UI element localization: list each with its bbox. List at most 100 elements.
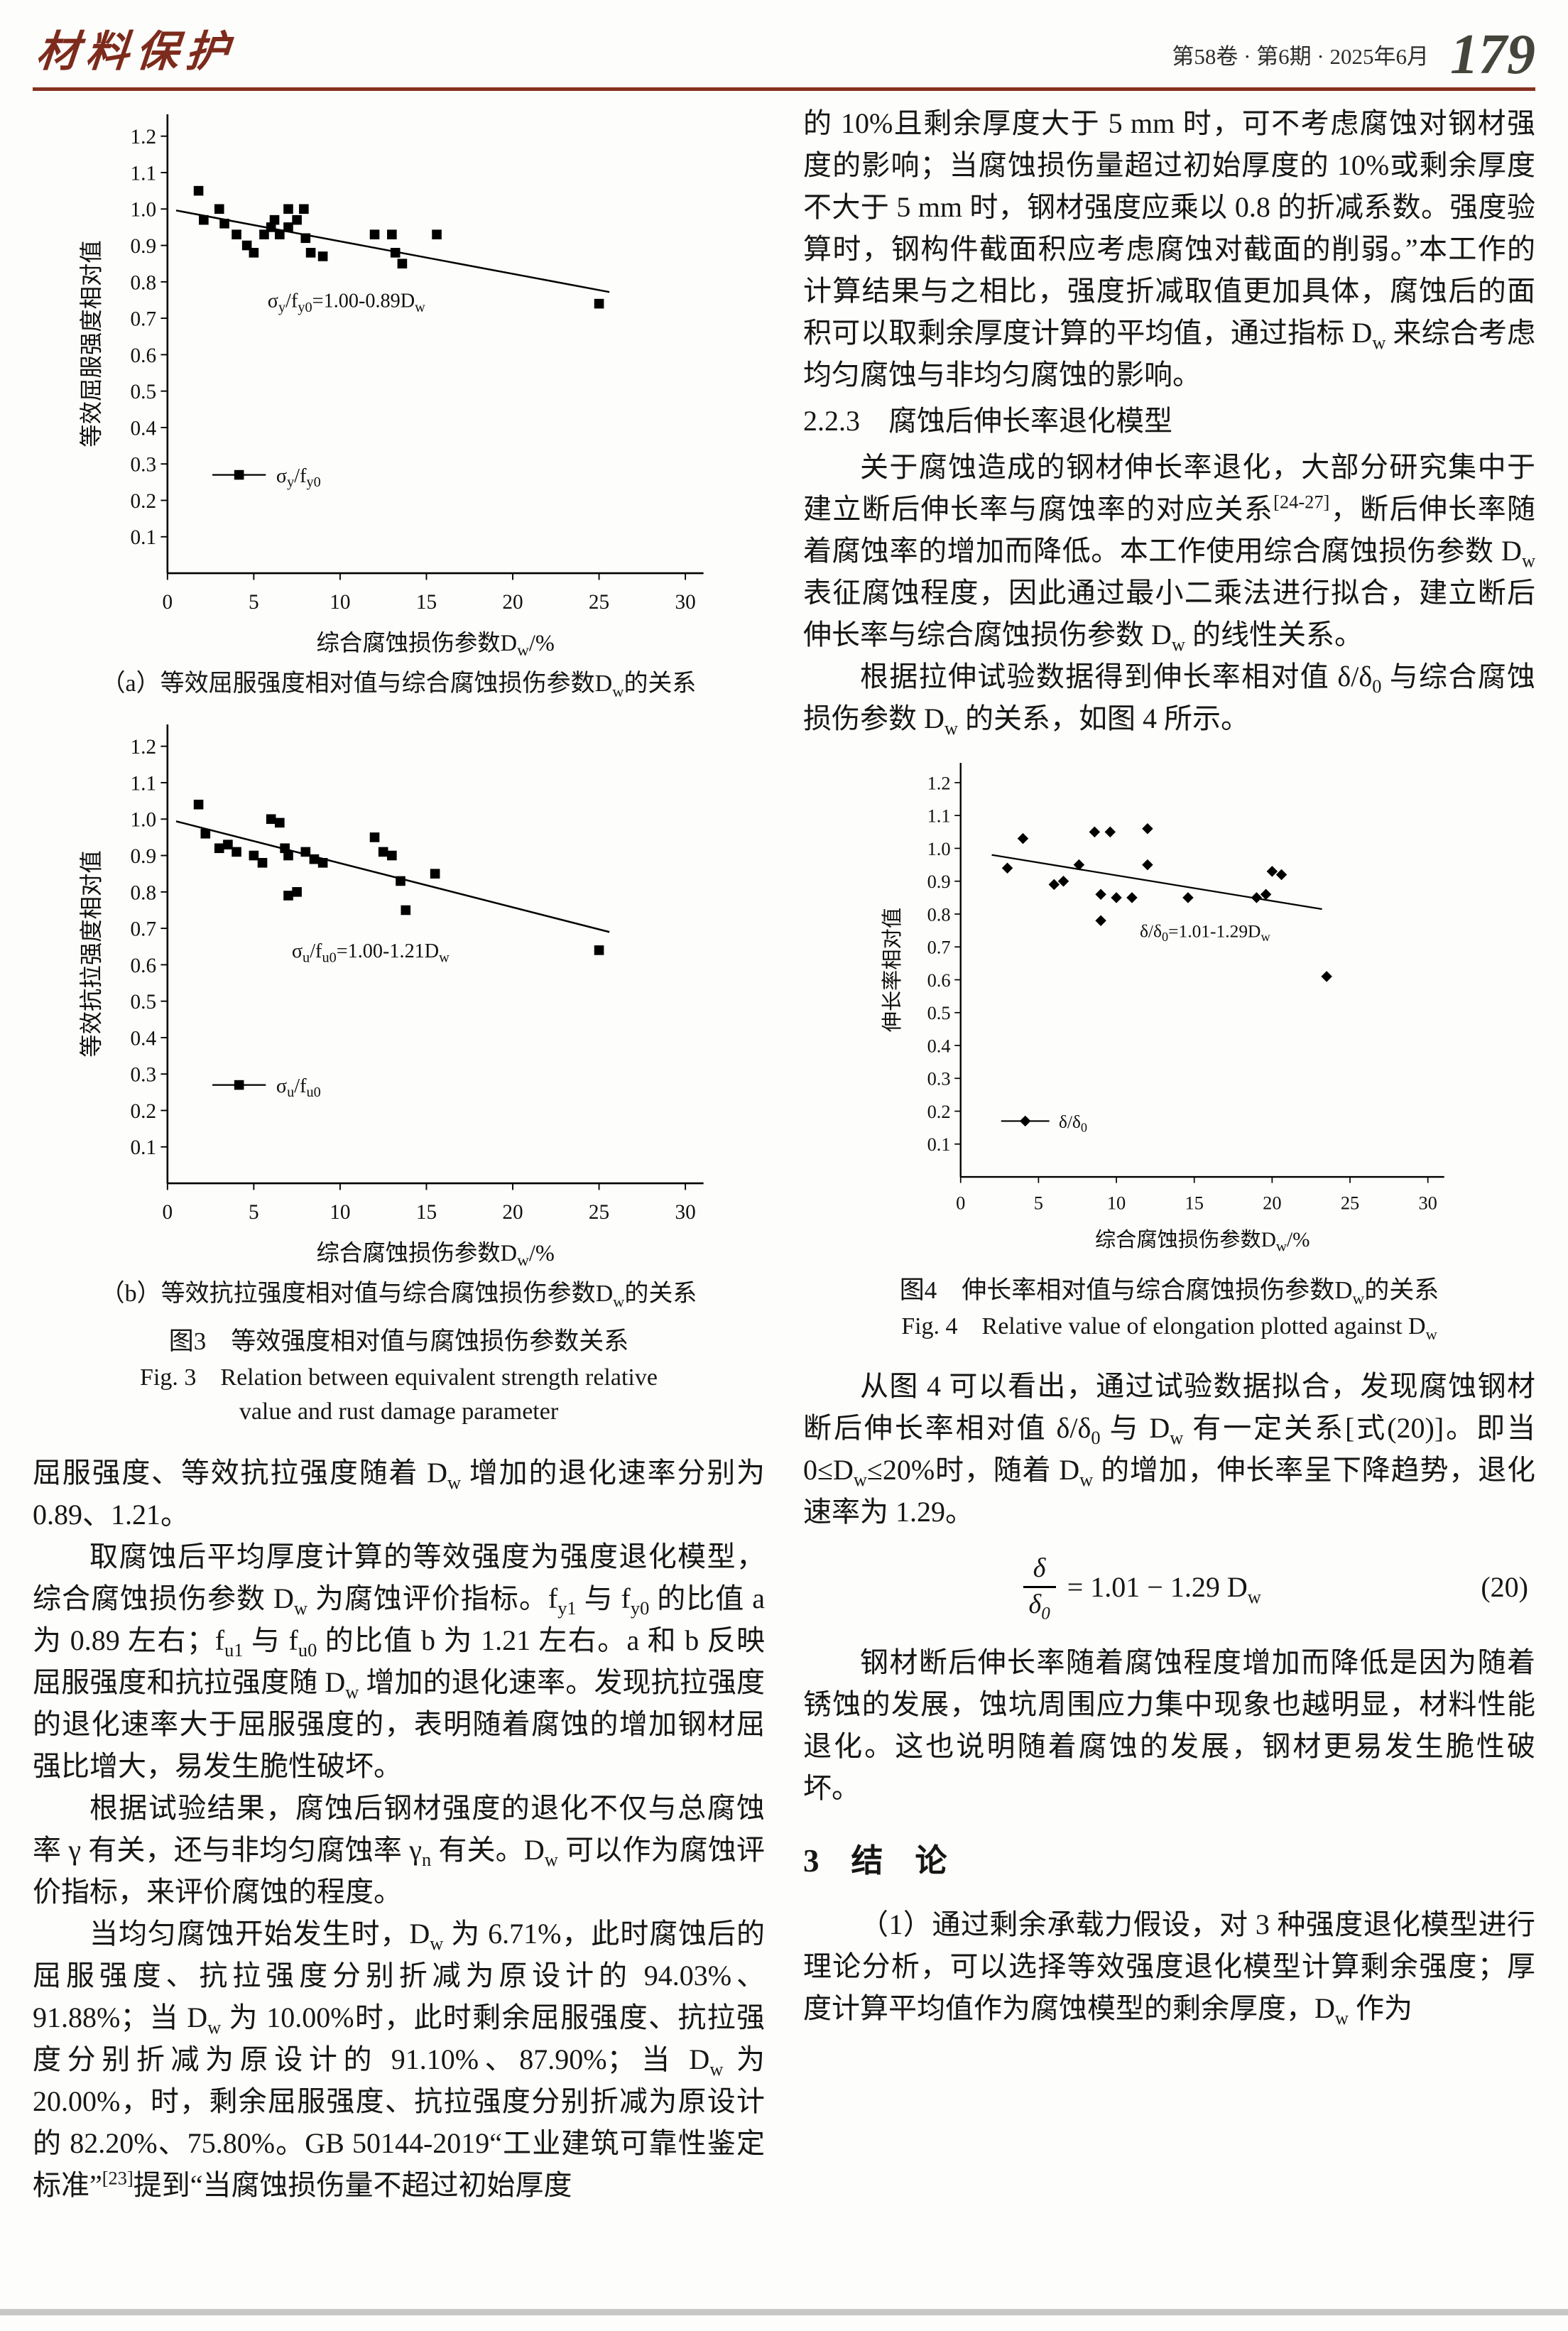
svg-text:1.1: 1.1 — [927, 805, 950, 827]
header-meta: 第58卷 · 第6期 · 2025年6月 179 — [1172, 23, 1535, 86]
svg-text:综合腐蚀损伤参数Dw/%: 综合腐蚀损伤参数Dw/% — [1094, 1228, 1310, 1254]
fraction-numerator: δ — [1033, 1553, 1046, 1583]
svg-text:10: 10 — [330, 1201, 350, 1224]
svg-text:综合腐蚀损伤参数Dw/%: 综合腐蚀损伤参数Dw/% — [316, 1240, 554, 1270]
svg-text:σy/fy0: σy/fy0 — [276, 465, 320, 490]
svg-text:0.6: 0.6 — [927, 969, 950, 991]
svg-text:0.4: 0.4 — [130, 417, 156, 440]
svg-text:0.5: 0.5 — [927, 1002, 950, 1023]
fraction: δ δ0 — [1023, 1553, 1056, 1624]
paragraph: （1）通过剩余承载力假设，对 3 种强度退化模型进行理论分析，可以选择等效强度退… — [803, 1908, 1535, 2028]
figure-3a-caption: （a）等效屈服强度相对值与综合腐蚀损伤参数Dw的关系 — [101, 670, 697, 700]
left-column-text: 屈服强度、等效抗拉强度随着 Dw 增加的退化速率分别为 0.89、1.21。 取… — [33, 1452, 765, 2206]
svg-text:σu/fu0=1.00-1.21Dw: σu/fu0=1.00-1.21Dw — [291, 940, 449, 965]
equation-20-body: δ δ0 = 1.01 − 1.29 Dw — [803, 1553, 1481, 1624]
svg-text:5: 5 — [1033, 1192, 1042, 1213]
svg-text:δ/δ0=1.01-1.29Dw: δ/δ0=1.01-1.29Dw — [1139, 920, 1270, 944]
svg-text:综合腐蚀损伤参数Dw/%: 综合腐蚀损伤参数Dw/% — [316, 630, 554, 660]
svg-text:1.1: 1.1 — [130, 162, 156, 185]
article-content: 0.1 0.2 0.3 0.4 0.5 0.6 0.7 0.8 0.9 1.0 1.1 1.2 0 5 10… — [33, 102, 1535, 2206]
svg-text:1.0: 1.0 — [130, 809, 156, 832]
paragraph: 当均匀腐蚀开始发生时，Dw 为 6.71%，此时腐蚀后的屈服强度、抗拉强度分别折… — [33, 1918, 766, 2201]
svg-text:25: 25 — [1340, 1192, 1359, 1213]
issue-info: 第58卷 · 第6期 · 2025年6月 — [1172, 44, 1429, 69]
svg-text:0.3: 0.3 — [130, 454, 156, 477]
svg-text:0.7: 0.7 — [130, 308, 156, 331]
footer-rule — [0, 2309, 1568, 2315]
svg-text:0.5: 0.5 — [130, 991, 156, 1014]
paragraph: 根据试验结果，腐蚀后钢材强度的退化不仅与总腐蚀率 γ 有关，还与非均匀腐蚀率 γ… — [33, 1792, 766, 1908]
paragraph: 屈服强度、等效抗拉强度随着 Dw 增加的退化速率分别为 0.89、1.21。 — [33, 1457, 765, 1531]
figure-4: 0.1 0.2 0.3 0.4 0.5 0.6 0.7 0.8 0.9 1.0 1.1 1.2 0 5 10… — [803, 752, 1535, 1344]
page-header: 材料保护 第58卷 · 第6期 · 2025年6月 179 — [33, 17, 1535, 86]
svg-text:0.4: 0.4 — [927, 1035, 950, 1056]
figure-3-caption-en-line2: value and rust damage parameter — [239, 1398, 559, 1425]
right-column: 的 10%且剩余厚度大于 5 mm 时，可不考虑腐蚀对钢材强度的影响；当腐蚀损伤… — [803, 102, 1535, 2206]
svg-text:0.2: 0.2 — [130, 490, 156, 513]
svg-text:1.0: 1.0 — [927, 838, 950, 859]
svg-text:1.2: 1.2 — [927, 772, 950, 793]
svg-text:0: 0 — [162, 1201, 173, 1224]
paragraph: 关于腐蚀造成的钢材伸长率退化，大部分研究集中于建立断后伸长率与腐蚀率的对应关系[… — [803, 451, 1536, 655]
svg-text:等效屈服强度相对值: 等效屈服强度相对值 — [78, 240, 104, 447]
svg-text:0.7: 0.7 — [130, 918, 156, 941]
svg-text:0.8: 0.8 — [130, 271, 156, 294]
figure-4-caption-cn: 图4 伸长率相对值与综合腐蚀损伤参数Dw的关系 — [899, 1276, 1439, 1308]
svg-text:5: 5 — [249, 591, 259, 614]
svg-text:0.4: 0.4 — [130, 1027, 156, 1050]
header-rule — [33, 87, 1535, 91]
svg-text:10: 10 — [1106, 1192, 1125, 1213]
svg-text:0.9: 0.9 — [130, 845, 156, 868]
paragraph: 从图 4 可以看出，通过试验数据拟合，发现腐蚀钢材断后伸长率相对值 δ/δ0 与… — [803, 1370, 1536, 1528]
svg-text:0.7: 0.7 — [927, 937, 950, 958]
figure-3b-caption: （b）等效抗拉强度相对值与综合腐蚀损伤参数Dw的关系 — [100, 1281, 697, 1310]
svg-text:0.3: 0.3 — [927, 1068, 950, 1090]
svg-text:1.2: 1.2 — [130, 126, 156, 148]
svg-text:伸长率相对值: 伸长率相对值 — [880, 908, 903, 1032]
left-column: 0.1 0.2 0.3 0.4 0.5 0.6 0.7 0.8 0.9 1.0 1.1 1.2 0 5 10… — [33, 102, 765, 2206]
section-heading-3: 3 结 论 — [803, 1842, 947, 1879]
svg-text:0.5: 0.5 — [130, 381, 156, 403]
figure-4-caption-en: Fig. 4 Relative value of elongation plot… — [901, 1313, 1437, 1343]
svg-text:25: 25 — [588, 591, 609, 614]
figure-4-chart: 0.1 0.2 0.3 0.4 0.5 0.6 0.7 0.8 0.9 1.0 1.1 1.2 0 5 10… — [880, 763, 1444, 1255]
svg-text:δ/δ0: δ/δ0 — [1058, 1112, 1087, 1135]
equation-number: (20) — [1481, 1570, 1528, 1603]
svg-text:20: 20 — [502, 591, 523, 614]
svg-text:0.9: 0.9 — [130, 235, 156, 258]
svg-text:σy/fy0=1.00-0.89Dw: σy/fy0=1.00-0.89Dw — [267, 290, 425, 315]
svg-text:0.1: 0.1 — [927, 1134, 950, 1155]
figure-3a-chart: 0.1 0.2 0.3 0.4 0.5 0.6 0.7 0.8 0.9 1.0 1.1 1.2 0 5 10… — [78, 114, 704, 660]
figure-3b: 0.1 0.2 0.3 0.4 0.5 0.6 0.7 0.8 0.9 1.0 1.1 1.2 0 5 10… — [33, 712, 765, 1311]
svg-text:0.1: 0.1 — [130, 1136, 156, 1159]
svg-text:0.9: 0.9 — [927, 871, 950, 892]
svg-text:0.3: 0.3 — [130, 1064, 156, 1087]
equation-rhs: = 1.01 − 1.29 Dw — [1067, 1570, 1261, 1607]
figure-3b-chart: 0.1 0.2 0.3 0.4 0.5 0.6 0.7 0.8 0.9 1.0 1.1 1.2 0 5 10… — [78, 724, 704, 1270]
fraction-denominator: δ0 — [1028, 1589, 1050, 1624]
journal-logo: 材料保护 — [34, 28, 238, 75]
svg-text:0.6: 0.6 — [130, 344, 156, 367]
paragraph: 钢材断后伸长率随着腐蚀程度增加而降低是因为随着锈蚀的发展，蚀坑周围应力集中现象也… — [803, 1646, 1535, 1804]
paragraph: 根据拉伸试验数据得到伸长率相对值 δ/δ0 与综合腐蚀损伤参数 Dw 的关系，如… — [803, 661, 1536, 739]
figure-3-caption-en-line1: Fig. 3 Relation between equivalent stren… — [140, 1364, 658, 1391]
svg-text:10: 10 — [330, 591, 350, 614]
svg-text:0.8: 0.8 — [130, 881, 156, 904]
svg-text:15: 15 — [415, 591, 436, 614]
svg-text:0: 0 — [162, 591, 173, 614]
figure-3-caption-cn: 图3 等效强度相对值与腐蚀损伤参数关系 — [168, 1327, 629, 1355]
svg-text:σu/fu0: σu/fu0 — [276, 1075, 320, 1100]
paragraph: 取腐蚀后平均厚度计算的等效强度为强度退化模型，综合腐蚀损伤参数 Dw 为腐蚀评价… — [33, 1541, 766, 1782]
svg-text:30: 30 — [1418, 1192, 1437, 1213]
equation-20: δ δ0 = 1.01 − 1.29 Dw (20) — [803, 1553, 1535, 1624]
svg-text:等效抗拉强度相对值: 等效抗拉强度相对值 — [78, 850, 104, 1058]
svg-text:15: 15 — [415, 1201, 436, 1224]
page-number: 179 — [1450, 23, 1535, 86]
svg-text:0.2: 0.2 — [927, 1101, 950, 1122]
fraction-bar — [1023, 1585, 1056, 1588]
svg-text:0.2: 0.2 — [130, 1100, 156, 1123]
svg-text:1.2: 1.2 — [130, 736, 156, 759]
svg-text:1.0: 1.0 — [130, 199, 156, 222]
paragraph: 的 10%且剩余厚度大于 5 mm 时，可不考虑腐蚀对钢材强度的影响；当腐蚀损伤… — [803, 107, 1535, 391]
